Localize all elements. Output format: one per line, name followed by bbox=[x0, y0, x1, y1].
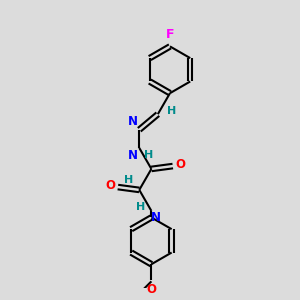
Text: H: H bbox=[124, 175, 133, 185]
Text: F: F bbox=[166, 28, 174, 41]
Text: H: H bbox=[167, 106, 176, 116]
Text: O: O bbox=[146, 283, 156, 296]
Text: N: N bbox=[128, 149, 138, 162]
Text: N: N bbox=[128, 115, 138, 128]
Text: N: N bbox=[151, 211, 161, 224]
Text: H: H bbox=[136, 202, 145, 212]
Text: O: O bbox=[106, 179, 116, 192]
Text: O: O bbox=[175, 158, 185, 171]
Text: H: H bbox=[144, 150, 154, 160]
